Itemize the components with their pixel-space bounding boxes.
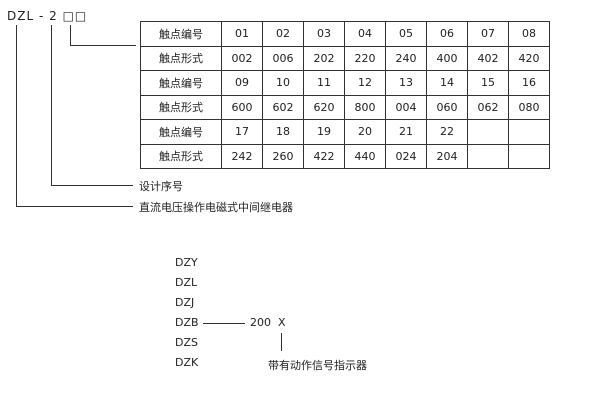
table-cell: 22	[426, 119, 468, 145]
table-cell	[508, 119, 550, 145]
table-cell: 09	[221, 70, 263, 96]
suffix-note: 带有动作信号指示器	[268, 359, 367, 372]
table-cell: 08	[508, 21, 550, 47]
table-cell: 800	[344, 94, 386, 120]
table-cell	[508, 143, 550, 169]
row-label: 触点形式	[140, 143, 222, 169]
table-cell: 402	[467, 45, 509, 71]
table-cell: 15	[467, 70, 509, 96]
table-row: 触点形式 600 602 620 800 004 060 062 080	[140, 94, 550, 120]
table-cell: 420	[508, 45, 550, 71]
design-serial-label: 设计序号	[139, 180, 183, 193]
suffix-leader-line	[281, 333, 282, 351]
table-cell: 600	[221, 94, 263, 120]
model-code: DZL - 2 □□	[7, 9, 87, 23]
model-item: DZS	[175, 336, 198, 349]
table-cell: 202	[303, 45, 345, 71]
table-cell: 400	[426, 45, 468, 71]
row-label: 触点编号	[140, 70, 222, 96]
table-cell: 062	[467, 94, 509, 120]
table-cell: 06	[426, 21, 468, 47]
table-row: 触点编号 17 18 19 20 21 22	[140, 119, 550, 145]
table-cell: 12	[344, 70, 386, 96]
table-cell: 21	[385, 119, 427, 145]
relay-type-label: 直流电压操作电磁式中间继电器	[139, 201, 293, 214]
table-cell: 204	[426, 143, 468, 169]
table-cell: 07	[467, 21, 509, 47]
table-cell: 17	[221, 119, 263, 145]
table-cell	[467, 119, 509, 145]
table-cell: 14	[426, 70, 468, 96]
model-code-boxes: □□	[62, 9, 88, 23]
table-cell: 02	[262, 21, 304, 47]
model-code-prefix: DZL - 2	[7, 9, 58, 23]
contact-table: 触点编号 01 02 03 04 05 06 07 08 触点形式 002 006 202 220 240 4…	[140, 21, 550, 169]
table-row: 触点形式 242 260 422 440 024 204	[140, 143, 550, 169]
table-cell: 004	[385, 94, 427, 120]
table-cell: 422	[303, 143, 345, 169]
model-item: DZK	[175, 356, 199, 369]
leader-line-prefix-h	[16, 206, 133, 207]
leader-line-serial	[51, 25, 52, 186]
row-label: 触点形式	[140, 45, 222, 71]
table-cell: 002	[221, 45, 263, 71]
series-connector-line	[203, 323, 245, 324]
table-cell: 602	[262, 94, 304, 120]
row-label: 触点形式	[140, 94, 222, 120]
table-cell: 13	[385, 70, 427, 96]
table-cell: 04	[344, 21, 386, 47]
table-cell: 024	[385, 143, 427, 169]
table-cell	[467, 143, 509, 169]
model-item: DZL	[175, 276, 198, 289]
table-cell: 10	[262, 70, 304, 96]
table-cell: 080	[508, 94, 550, 120]
leader-line-serial-h	[51, 185, 133, 186]
table-cell: 060	[426, 94, 468, 120]
table-cell: 18	[262, 119, 304, 145]
leader-line-contact-h	[70, 45, 136, 46]
table-cell: 05	[385, 21, 427, 47]
table-cell: 440	[344, 143, 386, 169]
table-cell: 620	[303, 94, 345, 120]
table-cell: 01	[221, 21, 263, 47]
table-cell: 242	[221, 143, 263, 169]
suffix-number: 200	[250, 316, 271, 329]
leader-line-contact	[70, 25, 71, 46]
table-cell: 11	[303, 70, 345, 96]
table-cell: 240	[385, 45, 427, 71]
table-cell: 19	[303, 119, 345, 145]
table-cell: 03	[303, 21, 345, 47]
model-item: DZB	[175, 316, 199, 329]
table-cell: 220	[344, 45, 386, 71]
leader-line-prefix	[16, 25, 17, 207]
suffix-letter: X	[278, 316, 286, 329]
model-item: DZY	[175, 256, 198, 269]
table-row: 触点编号 09 10 11 12 13 14 15 16	[140, 70, 550, 96]
table-cell: 260	[262, 143, 304, 169]
row-label: 触点编号	[140, 119, 222, 145]
model-item: DZJ	[175, 296, 195, 309]
table-row: 触点形式 002 006 202 220 240 400 402 420	[140, 45, 550, 71]
table-row: 触点编号 01 02 03 04 05 06 07 08	[140, 21, 550, 47]
table-cell: 16	[508, 70, 550, 96]
row-label: 触点编号	[140, 21, 222, 47]
table-cell: 20	[344, 119, 386, 145]
table-cell: 006	[262, 45, 304, 71]
